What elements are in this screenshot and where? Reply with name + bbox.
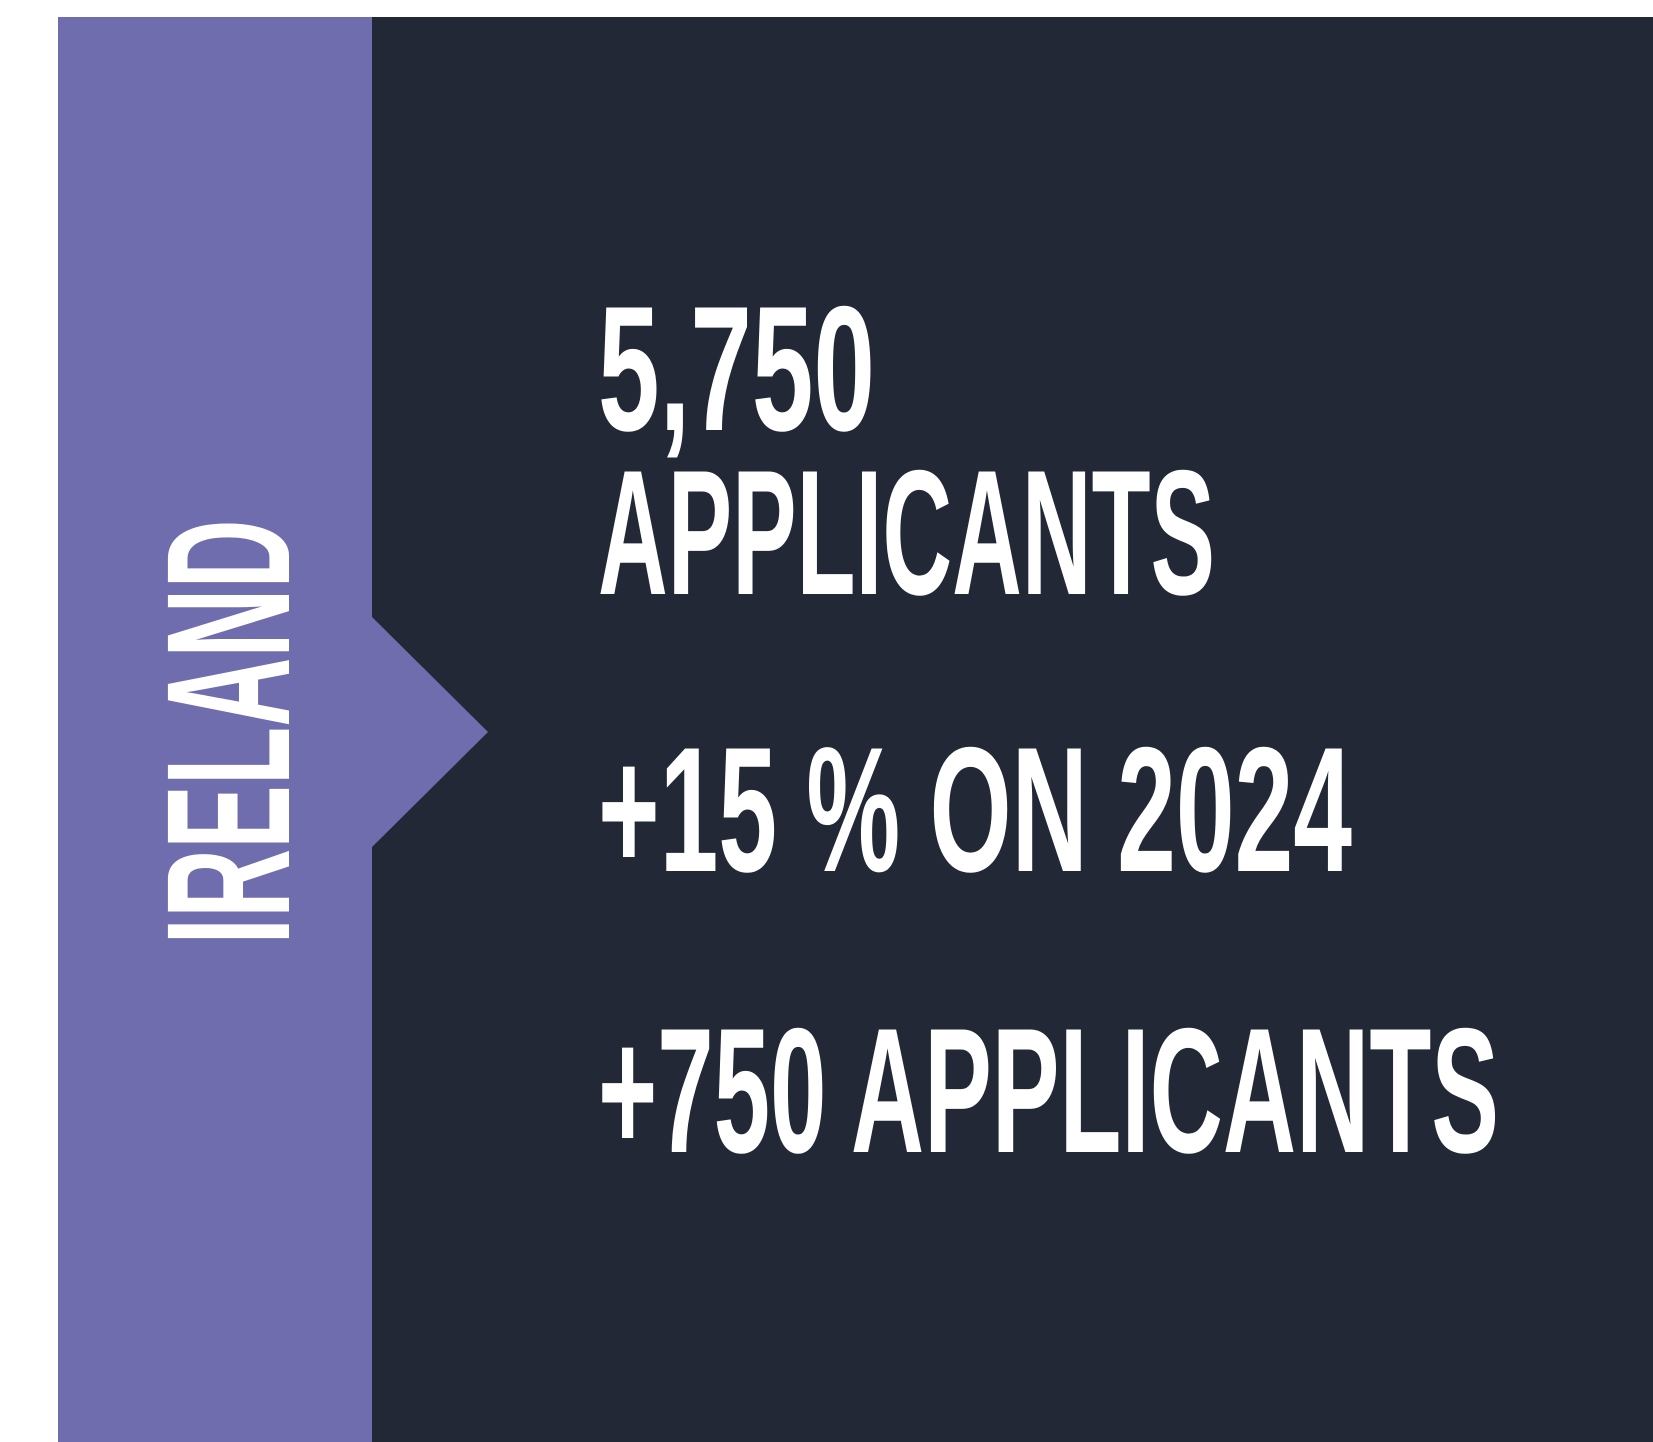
stat-line: 5,750 xyxy=(598,269,875,468)
side-band xyxy=(58,17,372,1442)
country-label: IRELAND xyxy=(131,520,327,945)
dark-panel xyxy=(372,17,1653,1442)
stat-line: +750 APPLICANTS xyxy=(598,991,1499,1190)
stat-line: APPLICANTS xyxy=(598,433,1215,632)
stat-line: +15 % ON 2024 xyxy=(598,710,1352,909)
arrow xyxy=(371,616,488,848)
